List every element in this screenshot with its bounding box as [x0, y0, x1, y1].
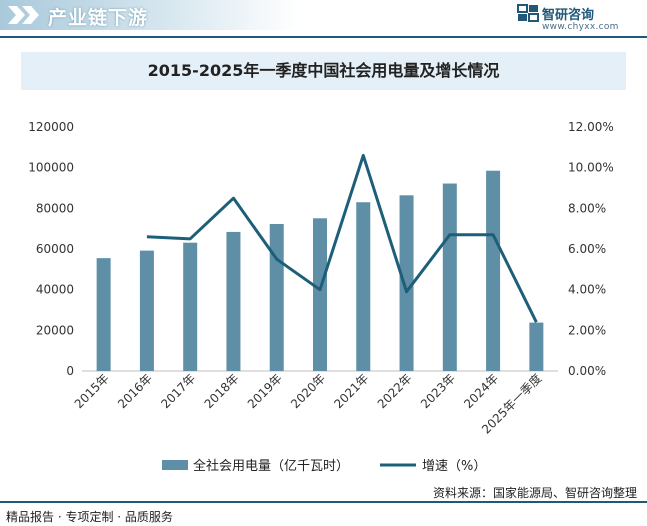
bar	[399, 195, 414, 371]
brand-logo-icon	[517, 4, 539, 22]
bar	[442, 183, 457, 371]
header-divider	[0, 36, 647, 38]
section-title: 产业链下游	[48, 7, 149, 29]
brand-url: www.chyxx.com	[542, 22, 619, 32]
brand-name: 智研咨询	[542, 8, 595, 23]
x-tick-label: 2022年	[375, 371, 415, 411]
y-right-tick-label: 6.00%	[568, 242, 606, 256]
legend-bar-label: 全社会用电量（亿千瓦时）	[193, 458, 349, 474]
bar	[356, 202, 371, 371]
y-right-tick-label: 10.00%	[568, 161, 614, 175]
brand: 智研咨询 www.chyxx.com	[517, 3, 637, 35]
y-left-tick-label: 0	[66, 364, 74, 378]
header-band	[0, 0, 300, 30]
bar	[139, 250, 154, 371]
bar	[269, 223, 284, 371]
x-tick-label: 2020年	[288, 371, 328, 411]
bar	[486, 170, 501, 371]
y-right-tick-label: 4.00%	[568, 283, 606, 297]
bar	[313, 218, 327, 371]
chart-title-bar: 2015-2025年一季度中国社会用电量及增长情况	[21, 52, 626, 90]
x-tick-label: 2023年	[418, 371, 458, 411]
y-right-tick-label: 2.00%	[568, 323, 606, 337]
footer-divider	[0, 501, 647, 503]
y-left-tick-label: 60000	[36, 242, 74, 256]
x-tick-label: 2021年	[331, 371, 371, 411]
x-tick-label: 2024年	[461, 371, 501, 411]
growth-line	[146, 153, 538, 323]
page-header: 产业链下游 智研咨询 www.chyxx.com	[0, 0, 647, 34]
bar	[529, 322, 544, 371]
chevron-right-icon	[8, 6, 39, 24]
y-left-tick-label: 80000	[36, 201, 74, 215]
y-right-tick-label: 8.00%	[568, 201, 606, 215]
bar	[96, 258, 111, 371]
footer-slogan: 精品报告 · 专项定制 · 品质服务	[6, 510, 173, 524]
bar	[226, 231, 241, 371]
x-tick-label: 2015年	[72, 371, 112, 411]
x-tick-label: 2018年	[202, 371, 242, 411]
legend-bar-swatch	[162, 460, 188, 470]
y-left-tick-label: 100000	[28, 161, 74, 175]
x-tick-label: 2019年	[245, 371, 285, 411]
legend-line-label: 增速（%）	[422, 459, 486, 474]
bar	[183, 242, 198, 371]
y-left-tick-label: 20000	[36, 323, 74, 337]
y-left-tick-label: 120000	[28, 120, 74, 134]
x-tick-label: 2016年	[115, 371, 155, 411]
data-source: 资料来源：国家能源局、智研咨询整理	[432, 486, 637, 500]
chart-title: 2015-2025年一季度中国社会用电量及增长情况	[147, 61, 500, 80]
y-left-tick-label: 40000	[36, 283, 74, 297]
y-right-tick-label: 0.00%	[568, 364, 606, 378]
x-tick-label: 2017年	[158, 371, 198, 411]
y-right-tick-label: 12.00%	[568, 120, 614, 134]
